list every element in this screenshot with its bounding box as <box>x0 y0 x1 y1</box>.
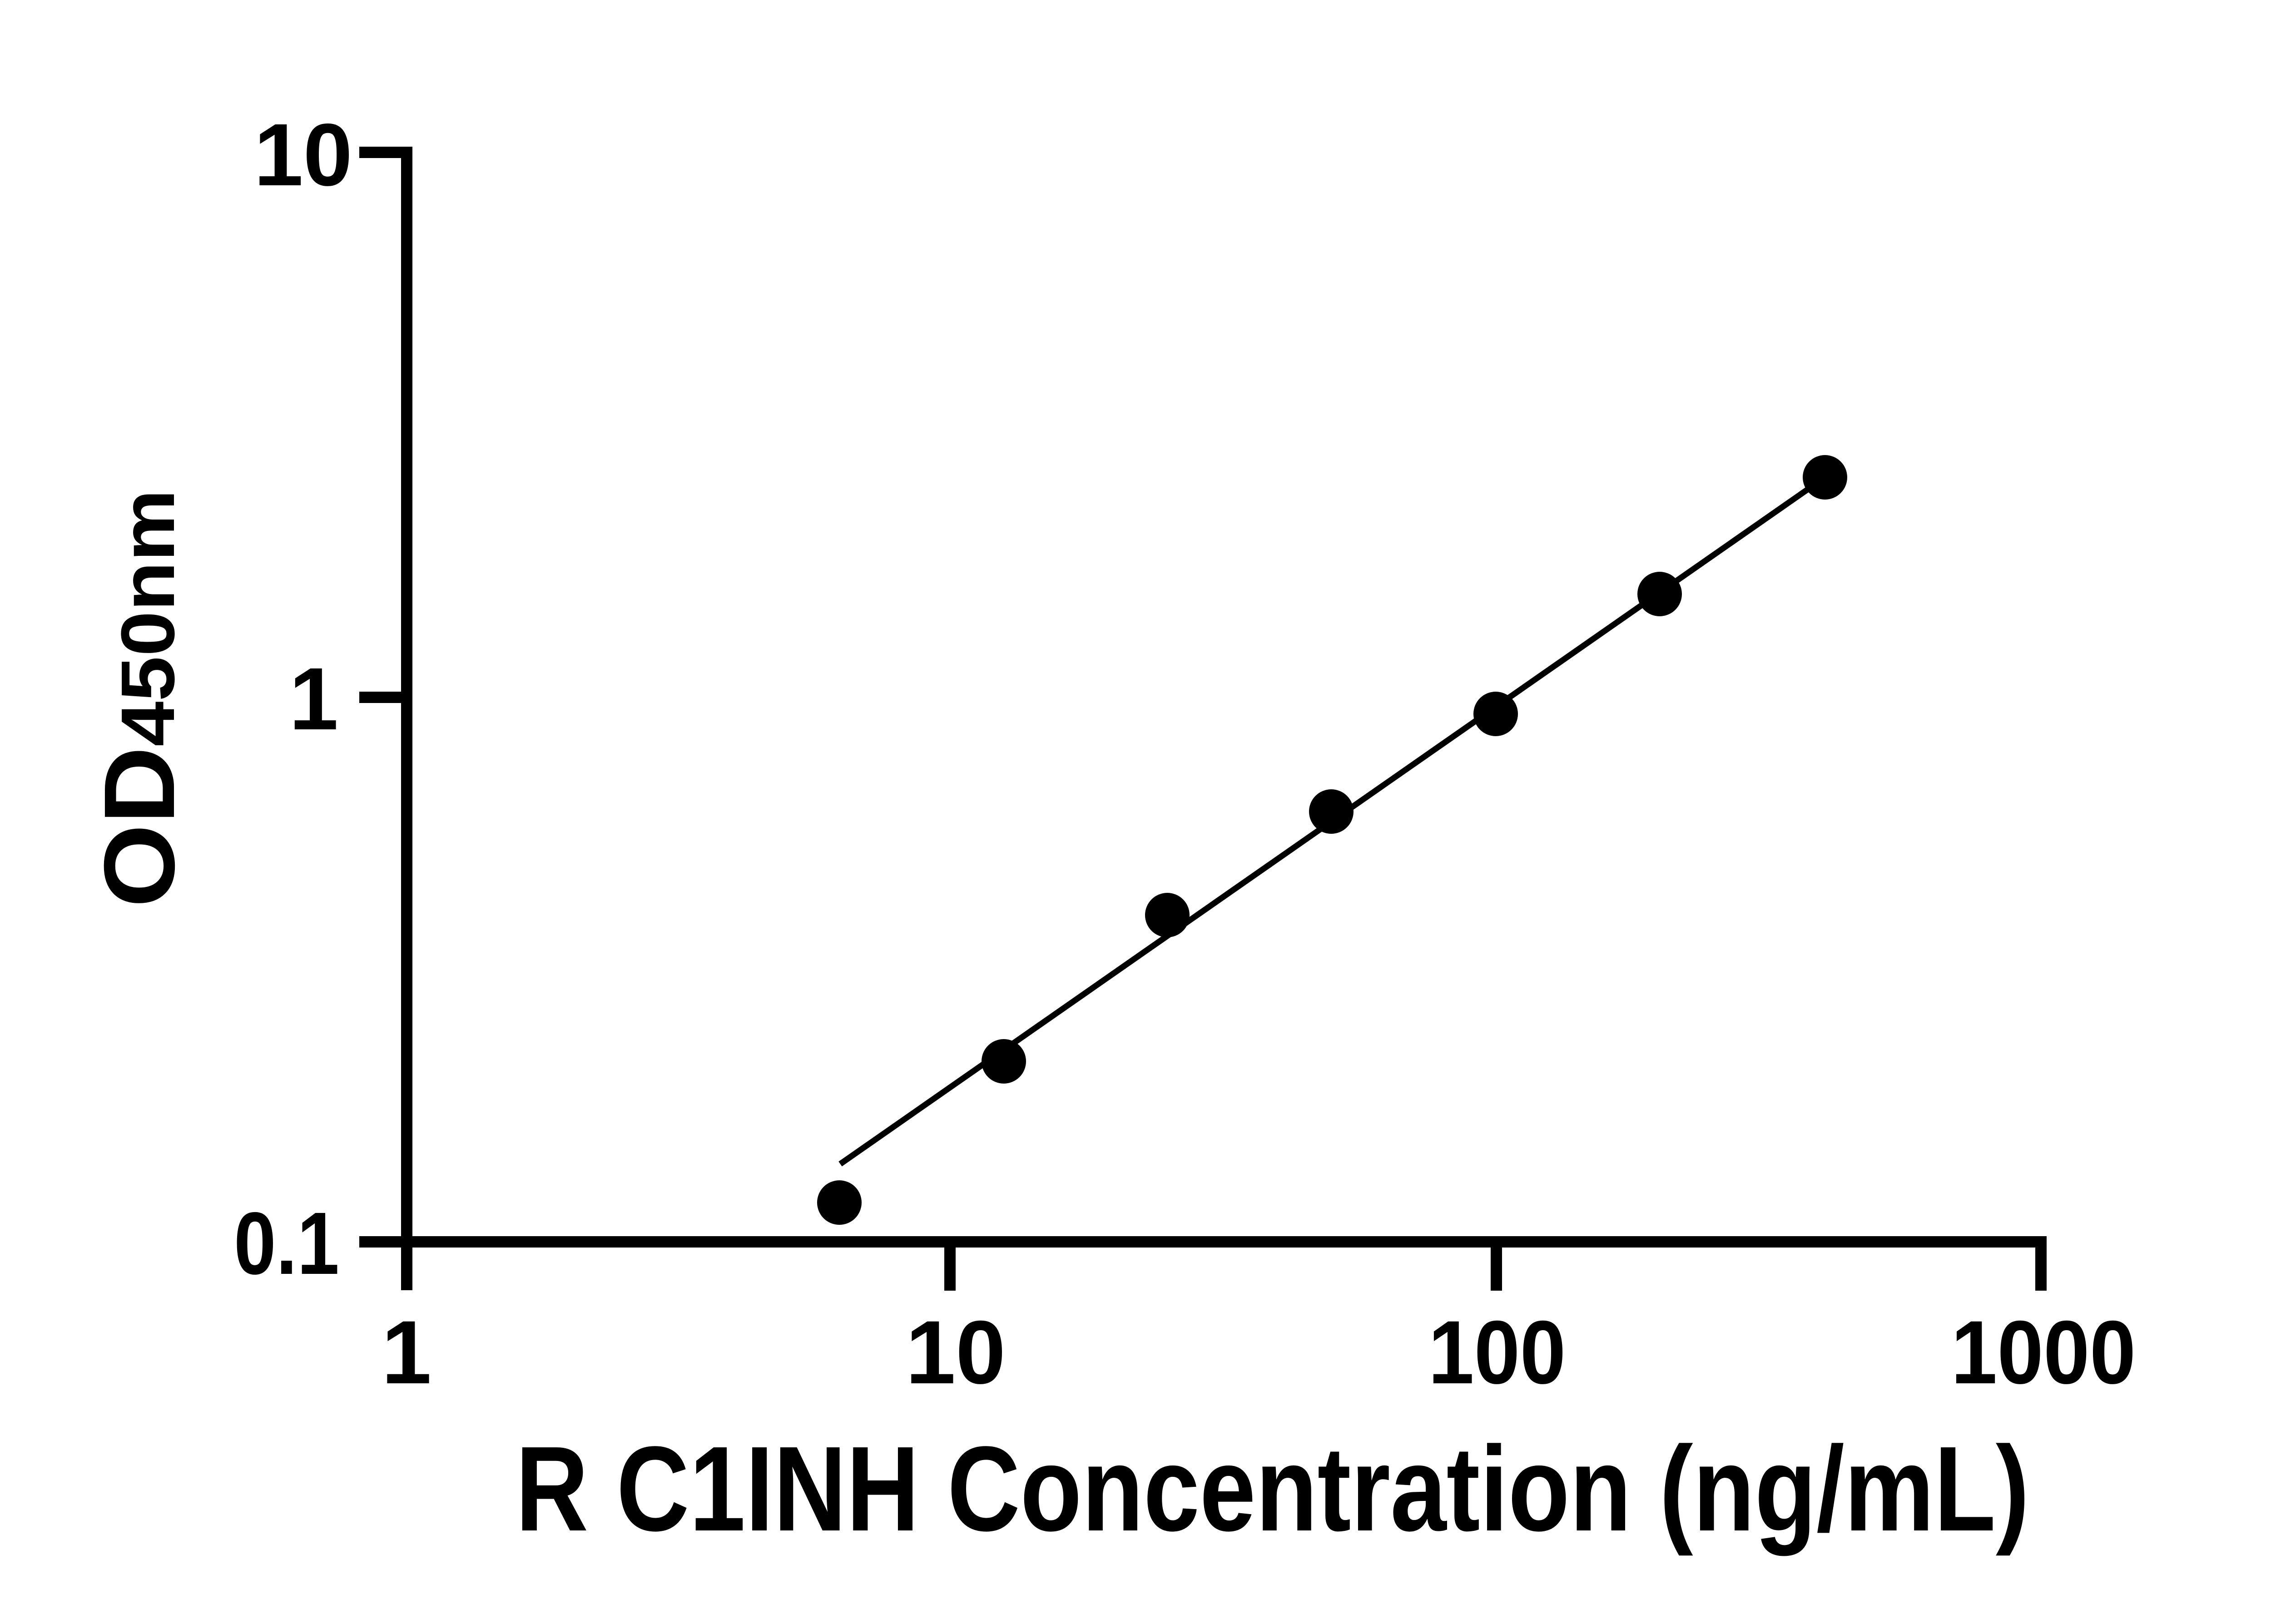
svg-text:1: 1 <box>289 649 338 748</box>
svg-text:10: 10 <box>906 1302 1006 1402</box>
svg-text:10: 10 <box>254 105 352 204</box>
svg-text:0.1: 0.1 <box>234 1194 339 1293</box>
svg-text:100: 100 <box>1428 1302 1566 1402</box>
svg-text:R C1INH Concentration (ng/mL): R C1INH Concentration (ng/mL) <box>516 1421 2029 1557</box>
svg-text:1000: 1000 <box>1951 1302 2136 1402</box>
svg-text:1: 1 <box>382 1302 431 1402</box>
